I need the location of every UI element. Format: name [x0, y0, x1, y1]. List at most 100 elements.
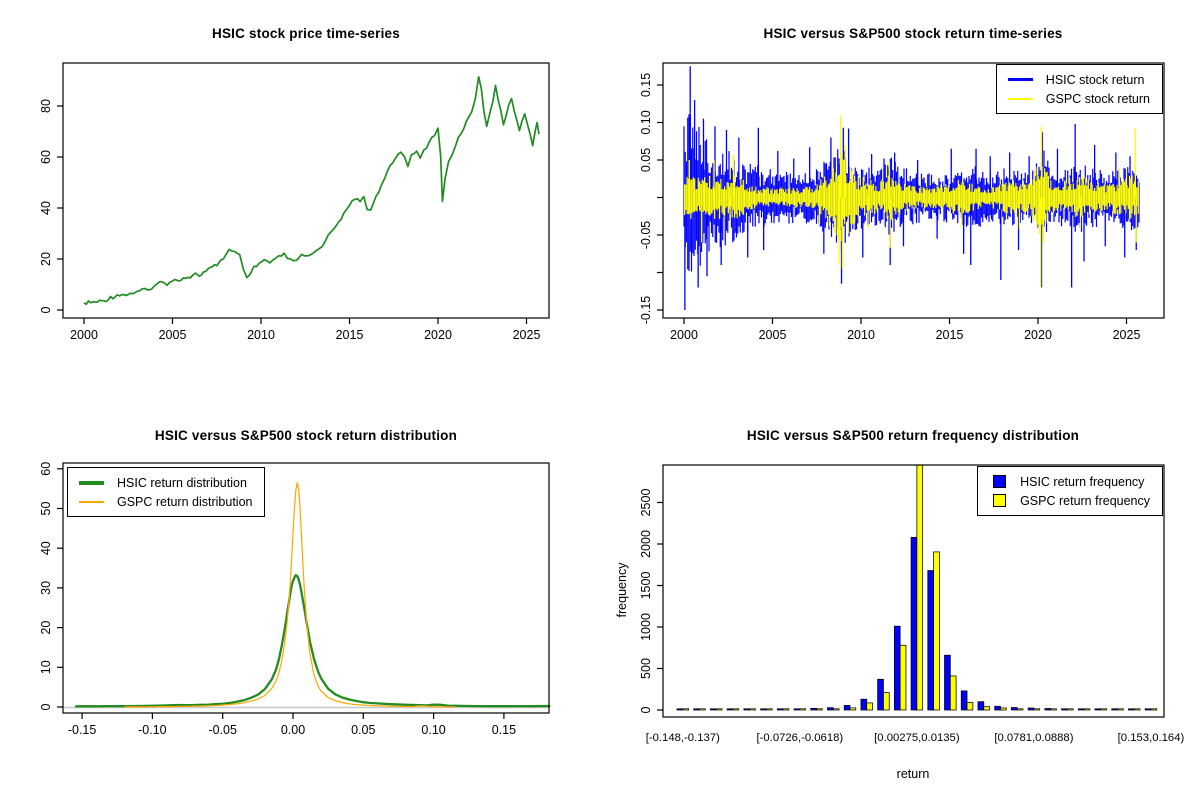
hsic-bar	[910, 536, 918, 711]
hsic-density-curve	[75, 574, 551, 708]
yaxis-label-frequency: frequency	[615, 562, 629, 618]
legend-item-hsic-return: HSIC stock return	[1007, 70, 1150, 89]
plot-border	[662, 464, 1165, 718]
bin-label: [0.153,0.164)	[1118, 732, 1185, 744]
gspc-bar	[1083, 708, 1091, 711]
hsic-bar	[827, 707, 834, 711]
gspc-bar	[1000, 707, 1007, 711]
x-tick-label: 2005	[759, 328, 787, 342]
x-tick-label: 2005	[159, 328, 187, 342]
hsic-bar	[1044, 708, 1052, 711]
x-tick-label: 2020	[424, 328, 452, 342]
legend-label: GSPC return distribution	[117, 494, 253, 509]
x-tick-label: 2015	[336, 328, 364, 342]
x-tick-label: -0.15	[68, 723, 97, 737]
y-tick-label: 0	[639, 706, 653, 713]
gspc-bar	[1150, 708, 1158, 711]
x-tick-label: 2025	[1113, 328, 1141, 342]
x-tick-label: -0.10	[138, 723, 167, 737]
title-price-timeseries: HSIC stock price time-series	[212, 26, 400, 41]
legend-item-hsic-frequency: HSIC return frequency	[989, 472, 1150, 491]
hsic-bar	[843, 705, 851, 711]
hsic-line-swatch	[1007, 78, 1033, 81]
gspc-bar	[1033, 708, 1041, 711]
hsic-bar	[760, 708, 767, 711]
hsic-price-line	[83, 75, 540, 306]
x-tick-label: -0.05	[208, 723, 237, 737]
bin-label: [0.00275,0.0135)	[874, 732, 960, 744]
legend-item-gspc-return: GSPC stock return	[1007, 89, 1150, 108]
panel-return-distribution: -0.15 -0.10 -0.05 0.00 0.05 0.10 0.15 0 10 20 30 40…	[39, 462, 551, 737]
hsic-bar	[710, 708, 717, 711]
hsic-bar	[927, 570, 934, 711]
gspc-bar	[682, 708, 689, 711]
y-tick-label: 0.10	[639, 110, 653, 134]
legend-label: HSIC stock return	[1045, 72, 1145, 87]
gspc-bar	[899, 644, 907, 711]
y-tick-label: 0	[39, 703, 53, 710]
legend-item-hsic-density: HSIC return distribution	[79, 473, 252, 492]
gspc-density-curve	[124, 482, 455, 708]
gspc-bar	[933, 551, 940, 711]
hsic-bar	[960, 690, 968, 711]
y-tick-label: 60	[39, 150, 53, 164]
y-tick-label: 20	[39, 252, 53, 266]
gspc-bar	[849, 707, 857, 711]
legend-item-gspc-density: GSPC return distribution	[79, 492, 252, 511]
y-tick-label: 0	[39, 306, 53, 313]
gspc-bar	[1050, 708, 1057, 711]
bin-label: [-0.148,-0.137)	[646, 732, 720, 744]
y-tick-label: 20	[39, 621, 53, 635]
hsic-bar	[860, 698, 868, 711]
hsic-bar	[1094, 708, 1102, 711]
panel-price-timeseries: 2000 2005 2010 2015 2020 2025 0 20 40 60 80	[39, 62, 550, 342]
y-tick-label: 1500	[639, 572, 653, 600]
gspc-bar	[949, 675, 957, 711]
gspc-density-swatch	[79, 500, 104, 503]
gspc-bar	[1117, 708, 1124, 711]
hsic-bar	[994, 705, 1001, 711]
gspc-bar	[866, 702, 873, 711]
hsic-bar	[1144, 708, 1152, 711]
hsic-bar	[877, 678, 884, 711]
gspc-bar	[883, 692, 890, 711]
y-tick-label: 40	[39, 201, 53, 215]
legend-label: HSIC return frequency	[1020, 474, 1145, 489]
hsic-bar	[776, 708, 784, 711]
hsic-bar	[810, 707, 817, 711]
panel-return-frequency: 0 500 1000 1500 2000 2500 [-0.148,-0.137) [-0.0…	[639, 464, 1185, 744]
y-tick-label: 50	[39, 502, 53, 516]
gspc-line-swatch	[1007, 97, 1033, 100]
hsic-bar	[1027, 707, 1035, 711]
gspc-bar	[766, 708, 773, 711]
title-return-distribution: HSIC versus S&P500 stock return distribu…	[154, 428, 458, 443]
gspc-bar	[799, 708, 807, 711]
gspc-bar	[1100, 708, 1107, 711]
hsic-frequency-swatch	[993, 475, 1007, 488]
hsic-bar	[1111, 708, 1118, 711]
bin-label: [-0.0726,-0.0618)	[757, 732, 844, 744]
hsic-bar	[1061, 708, 1068, 711]
hsic-bar	[1011, 707, 1018, 711]
gspc-bar	[983, 706, 990, 711]
legend-item-gspc-frequency: GSPC return frequency	[989, 491, 1150, 510]
gspc-bar	[916, 464, 924, 711]
x-tick-label: 2000	[70, 328, 98, 342]
gspc-bar	[1133, 708, 1141, 711]
y-tick-label: -0.05	[639, 221, 653, 250]
gspc-bar	[832, 708, 840, 711]
gspc-bar	[732, 708, 740, 711]
legend-return-timeseries: HSIC stock return GSPC stock return	[995, 64, 1163, 114]
y-tick-label: 60	[39, 462, 53, 476]
gspc-bar	[816, 708, 823, 711]
x-tick-label: 0.10	[421, 723, 445, 737]
gspc-bar	[715, 708, 723, 711]
bin-label: [0.0781,0.0888)	[994, 732, 1073, 744]
y-tick-label: 2000	[639, 530, 653, 558]
x-tick-label: 2000	[670, 328, 698, 342]
y-tick-label: 10	[39, 660, 53, 674]
y-tick-label: 40	[39, 541, 53, 555]
legend-label: GSPC stock return	[1045, 91, 1150, 106]
